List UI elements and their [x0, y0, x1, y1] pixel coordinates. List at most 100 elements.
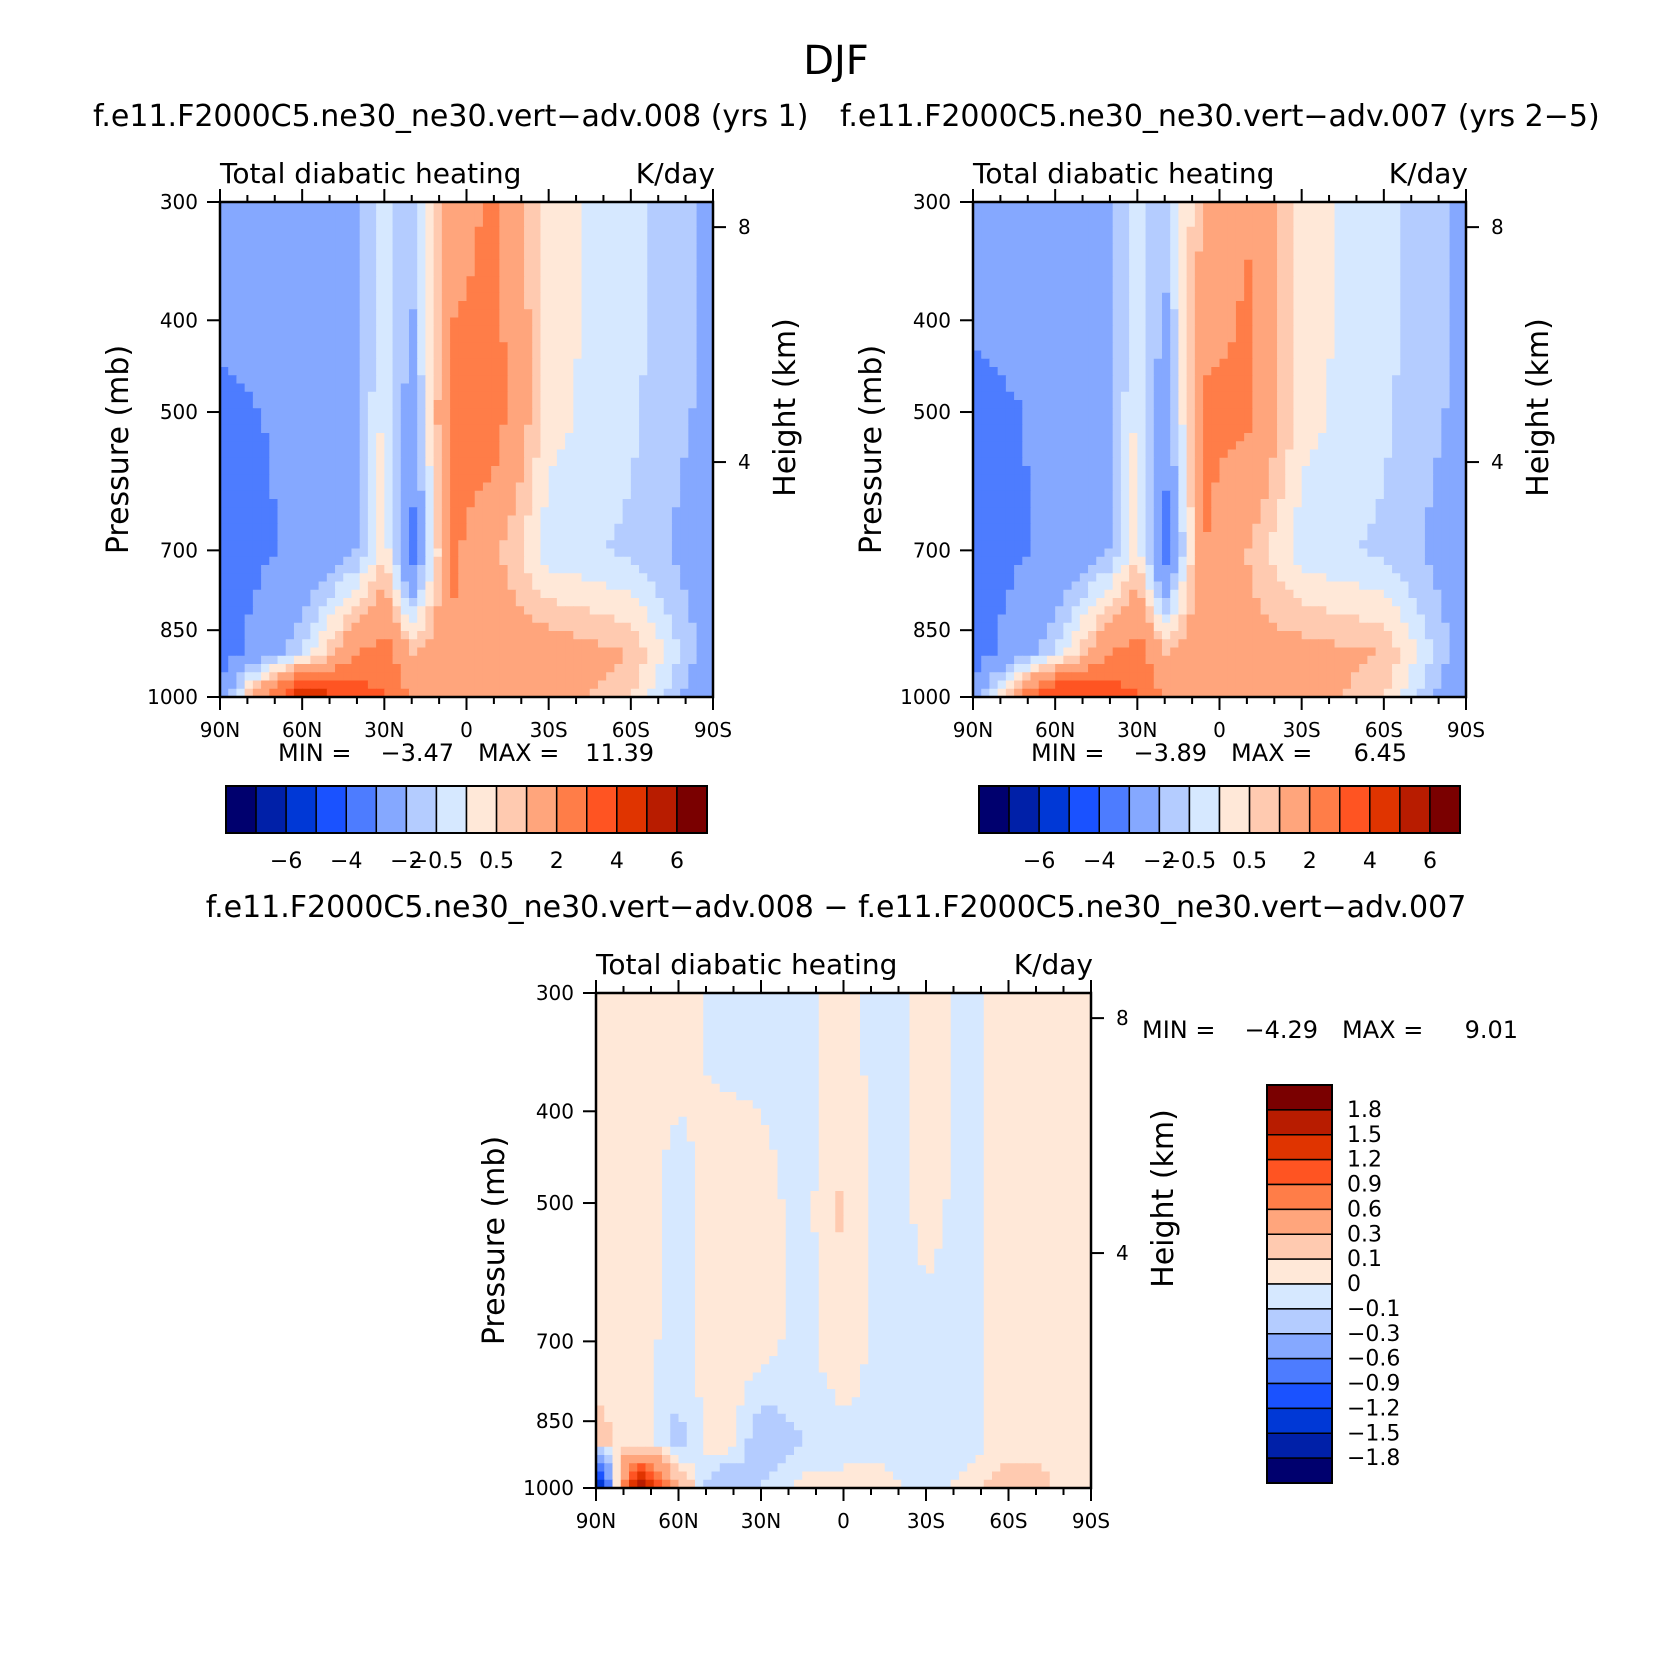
heatmap-cell — [1268, 276, 1278, 286]
heatmap-cell — [630, 499, 640, 508]
heatmap-cell — [417, 342, 427, 352]
heatmap-cell — [376, 325, 385, 335]
heatmap-cell — [1408, 292, 1418, 302]
heatmap-cell — [606, 457, 615, 467]
heatmap-cell — [359, 400, 369, 409]
heatmap-cell — [1392, 251, 1401, 261]
heatmap-cell — [1424, 268, 1434, 277]
heatmap-cell — [1071, 268, 1081, 277]
heatmap-cell — [318, 532, 328, 541]
heatmap-cell — [556, 672, 566, 682]
heatmap-cell — [573, 466, 583, 475]
heatmap-cell — [1112, 218, 1122, 228]
heatmap-cell — [630, 614, 640, 624]
heatmap-cell — [310, 276, 320, 286]
heatmap-cell — [1071, 350, 1081, 360]
heatmap-cell — [408, 301, 418, 310]
heatmap-cell — [1457, 202, 1467, 211]
heatmap-cell — [441, 350, 451, 360]
heatmap-cell — [556, 317, 566, 327]
heatmap-cell — [1030, 243, 1040, 253]
heatmap-cell — [277, 433, 287, 442]
heatmap-cell — [220, 523, 229, 533]
heatmap-cell — [597, 622, 607, 632]
heatmap-cell — [1350, 358, 1360, 368]
heatmap-cell — [326, 391, 336, 401]
heatmap-cell — [704, 243, 714, 253]
heatmap-cell — [1416, 342, 1426, 352]
heatmap-cell — [647, 441, 657, 451]
heatmap-cell — [277, 449, 287, 459]
heatmap-cell — [1088, 367, 1097, 376]
heatmap-cell — [269, 202, 279, 211]
heatmap-cell — [639, 532, 648, 541]
heatmap-cell — [450, 391, 459, 401]
heatmap-cell — [441, 474, 451, 484]
heatmap-cell — [228, 581, 238, 591]
heatmap-cell — [1449, 350, 1459, 360]
heatmap-cell — [351, 367, 361, 376]
heatmap-cell — [630, 540, 640, 550]
heatmap-cell — [1088, 342, 1097, 352]
heatmap-cell — [1301, 317, 1311, 327]
heatmap-cell — [680, 507, 689, 517]
heatmap-cell — [359, 581, 369, 591]
heatmap-cell — [220, 441, 229, 451]
heatmap-cell — [474, 589, 484, 599]
heatmap-cell — [548, 309, 558, 319]
heatmap-cell — [688, 466, 698, 475]
heatmap-cell — [515, 523, 525, 533]
heatmap-cell — [417, 639, 427, 649]
heatmap-cell — [1120, 292, 1130, 302]
heatmap-cell — [688, 639, 698, 649]
heatmap-cell — [302, 218, 311, 228]
heatmap-cell — [1186, 301, 1196, 310]
heatmap-cell — [220, 383, 229, 393]
heatmap-cell — [639, 457, 648, 467]
heatmap-cell — [293, 688, 303, 698]
heatmap-cell — [680, 631, 689, 640]
heatmap-cell — [696, 350, 706, 360]
heatmap-cell — [663, 251, 673, 261]
heatmap-cell — [704, 202, 714, 211]
heatmap-cell — [367, 482, 377, 492]
heatmap-cell — [532, 408, 542, 418]
heatmap-cell — [351, 622, 361, 632]
heatmap-cell — [244, 391, 254, 401]
heatmap-cell — [433, 647, 443, 657]
heatmap-cell — [335, 416, 344, 426]
heatmap-cell — [680, 301, 689, 310]
heatmap-cell — [622, 565, 632, 574]
heatmap-cell — [384, 532, 394, 541]
heatmap-cell — [482, 416, 492, 426]
heatmap-cell — [293, 202, 303, 211]
heatmap-cell — [1416, 243, 1426, 253]
heatmap-cell — [1375, 342, 1385, 352]
heatmap-cell — [1120, 226, 1130, 236]
heatmap-cell — [491, 391, 500, 401]
heatmap-cell — [606, 631, 615, 640]
heatmap-cell — [680, 325, 689, 335]
heatmap-cell — [663, 589, 673, 599]
heatmap-cell — [400, 202, 410, 211]
heatmap-cell — [400, 342, 410, 352]
heatmap-cell — [655, 334, 665, 343]
heatmap-cell — [515, 499, 525, 508]
heatmap-cell — [671, 226, 681, 236]
heatmap-cell — [1153, 375, 1163, 385]
heatmap-cell — [408, 235, 418, 244]
heatmap-cell — [663, 507, 673, 517]
heatmap-cell — [285, 622, 295, 632]
heatmap-cell — [1235, 210, 1245, 220]
heatmap-cell — [1005, 309, 1015, 319]
heatmap-cell — [277, 581, 287, 591]
heatmap-cell — [622, 375, 632, 385]
heatmap-cell — [228, 301, 238, 310]
heatmap-cell — [285, 631, 295, 640]
heatmap-cell — [351, 474, 361, 484]
heatmap-cell — [1071, 317, 1081, 327]
heatmap-cell — [277, 342, 287, 352]
heatmap-cell — [997, 243, 1007, 253]
heatmap-cell — [1392, 202, 1401, 211]
heatmap-cell — [458, 589, 468, 599]
